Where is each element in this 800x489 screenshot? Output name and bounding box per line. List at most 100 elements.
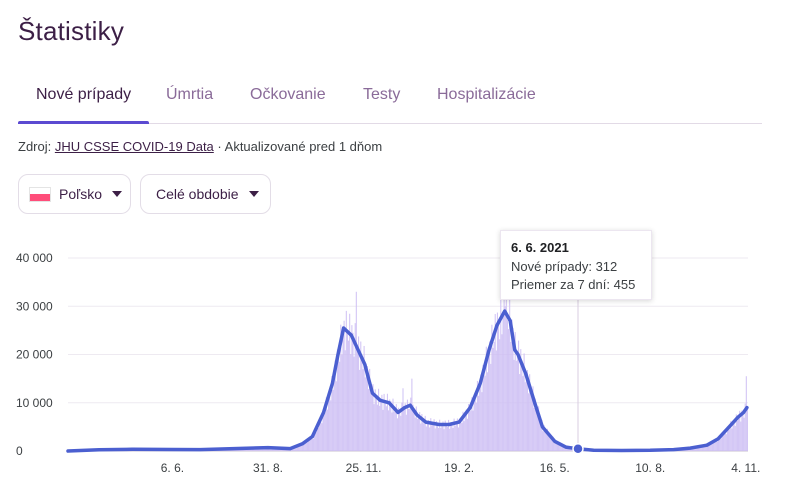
daily-bar: [292, 448, 294, 451]
daily-bar: [498, 320, 500, 451]
daily-bar: [546, 428, 548, 451]
daily-bar: [553, 440, 555, 451]
tab-vaccination[interactable]: Očkovanie: [250, 86, 326, 103]
daily-bar: [468, 404, 470, 451]
daily-bar: [319, 421, 321, 451]
daily-bar: [486, 372, 488, 451]
daily-bar: [384, 403, 386, 451]
daily-bar: [742, 412, 744, 451]
period-select[interactable]: Celé obdobie: [140, 174, 271, 214]
daily-bar: [355, 291, 357, 451]
x-tick-label: 10. 8.: [635, 461, 665, 475]
daily-bar: [458, 427, 460, 451]
daily-bar: [478, 395, 480, 451]
daily-bar: [499, 339, 501, 451]
daily-bar: [360, 341, 362, 451]
daily-bar: [409, 408, 411, 451]
daily-bar: [734, 425, 736, 451]
daily-bar: [741, 410, 743, 451]
tooltip-date: 6. 6. 2021: [511, 240, 569, 255]
daily-bar: [389, 399, 391, 451]
average-line: [66, 309, 749, 453]
daily-bar: [463, 421, 465, 451]
daily-bar: [526, 370, 528, 451]
daily-bar: [509, 296, 511, 451]
daily-bar: [528, 393, 530, 451]
daily-bar: [452, 428, 454, 451]
daily-bar: [711, 444, 713, 451]
daily-bar: [402, 388, 404, 451]
daily-bar: [483, 372, 485, 451]
daily-bar: [515, 360, 517, 451]
daily-bar: [523, 353, 525, 451]
daily-bar: [536, 415, 538, 451]
tab-new-cases[interactable]: Nové prípady: [36, 86, 132, 103]
daily-bar: [302, 442, 304, 451]
daily-bar: [401, 402, 403, 451]
daily-bar: [479, 386, 481, 451]
daily-bar: [354, 323, 356, 451]
daily-bar: [726, 426, 728, 451]
x-tick-label: 19. 2.: [444, 461, 474, 475]
daily-bar: [450, 422, 452, 451]
daily-bar: [411, 378, 413, 451]
daily-bar: [492, 347, 494, 451]
daily-bar: [370, 389, 372, 451]
daily-bar: [476, 380, 478, 451]
daily-bar: [368, 389, 370, 451]
daily-bar: [556, 444, 558, 451]
daily-bar: [332, 389, 334, 451]
daily-bar: [561, 443, 563, 451]
new-cases-chart[interactable]: 0 10 000 20 000 30 000 40 000 6. 6. 31. 8. 25.…: [0, 228, 800, 489]
daily-bar: [299, 444, 301, 451]
daily-bar: [465, 409, 467, 451]
daily-bar: [481, 392, 483, 451]
daily-bar: [310, 438, 312, 451]
daily-bar: [392, 398, 394, 451]
daily-bar: [316, 422, 318, 451]
daily-bar: [380, 399, 382, 451]
daily-bar: [306, 442, 308, 451]
daily-bar: [300, 444, 302, 451]
daily-bar: [386, 393, 388, 451]
daily-bar: [493, 342, 495, 451]
tab-hospitalizations[interactable]: Hospitalizácie: [437, 86, 536, 103]
chevron-down-icon: [112, 191, 122, 197]
daily-bar: [433, 419, 435, 451]
tab-deaths[interactable]: Úmrtia: [166, 86, 214, 103]
daily-bar: [693, 448, 695, 451]
daily-bar: [691, 448, 693, 451]
country-select[interactable]: Poľsko: [18, 174, 131, 214]
daily-bar: [534, 398, 536, 451]
daily-bar: [434, 428, 436, 451]
daily-bar: [519, 374, 521, 451]
daily-bar: [506, 320, 508, 451]
daily-bar: [744, 403, 746, 451]
daily-bar: [421, 414, 423, 451]
daily-bar: [295, 446, 297, 451]
daily-bar: [382, 409, 384, 451]
daily-bar: [423, 423, 425, 451]
daily-bar: [393, 411, 395, 451]
tab-tests[interactable]: Testy: [363, 86, 401, 103]
source-link[interactable]: JHU CSSE COVID-19 Data: [54, 139, 214, 154]
daily-bar: [371, 392, 373, 451]
daily-bar: [443, 429, 445, 451]
daily-bar: [730, 421, 732, 451]
daily-bar: [416, 418, 418, 451]
daily-bar: [736, 420, 738, 451]
daily-bar: [746, 407, 748, 451]
page-title: Štatistiky: [18, 16, 125, 46]
daily-bar: [709, 443, 711, 451]
daily-bar: [445, 425, 447, 451]
daily-bar: [430, 418, 432, 451]
daily-bar: [330, 400, 332, 451]
daily-bar: [470, 410, 472, 451]
daily-bar: [398, 407, 400, 451]
daily-bar: [444, 420, 446, 451]
daily-bar: [542, 431, 544, 451]
daily-bar: [563, 445, 565, 451]
daily-bar: [735, 414, 737, 451]
daily-bar: [565, 447, 567, 451]
daily-bar: [714, 441, 716, 451]
